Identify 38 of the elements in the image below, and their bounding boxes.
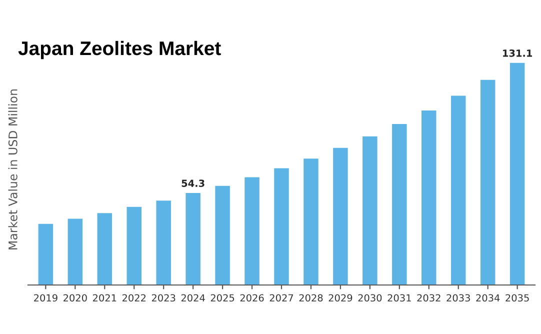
data-label: 54.3 bbox=[182, 180, 204, 187]
x-tick-label: 2032 bbox=[417, 294, 440, 302]
x-tick-label: 2024 bbox=[181, 294, 205, 302]
x-tick-label: 2027 bbox=[270, 294, 294, 302]
x-tick-label: 2029 bbox=[328, 294, 352, 302]
bar bbox=[97, 213, 112, 285]
x-tick-label: 2028 bbox=[299, 294, 323, 302]
x-tick-label: 2022 bbox=[122, 294, 146, 302]
x-tick-label: 2025 bbox=[210, 294, 234, 302]
bar bbox=[215, 186, 230, 285]
x-tick-label: 2021 bbox=[92, 294, 116, 302]
x-tick-label: 2033 bbox=[446, 294, 470, 302]
x-tick-label: 2035 bbox=[506, 294, 529, 302]
bar bbox=[68, 218, 83, 285]
bar bbox=[156, 200, 171, 285]
bar bbox=[126, 206, 142, 285]
x-tick-label: 2019 bbox=[34, 294, 58, 302]
bar bbox=[186, 193, 200, 285]
chart-title: Japan Zeolites Market bbox=[18, 40, 221, 60]
bar bbox=[422, 110, 436, 285]
bar bbox=[38, 224, 54, 285]
bar bbox=[362, 136, 378, 285]
bar bbox=[480, 80, 496, 285]
x-tick-label: 2031 bbox=[388, 294, 411, 302]
x-tick-label: 2030 bbox=[358, 294, 382, 302]
bar bbox=[450, 96, 466, 285]
bar bbox=[244, 177, 260, 285]
bar bbox=[333, 148, 348, 285]
data-label: 131.1 bbox=[503, 49, 532, 57]
bar bbox=[304, 158, 318, 285]
x-tick-label: 2034 bbox=[476, 294, 500, 302]
x-tick-label: 2020 bbox=[64, 294, 87, 302]
bar bbox=[392, 124, 407, 285]
y-axis-title: Market Value in USD Million bbox=[8, 90, 18, 250]
x-tick-label: 2023 bbox=[152, 294, 176, 302]
bar bbox=[274, 168, 289, 285]
bar bbox=[510, 62, 525, 285]
x-tick-label: 2026 bbox=[240, 294, 264, 302]
